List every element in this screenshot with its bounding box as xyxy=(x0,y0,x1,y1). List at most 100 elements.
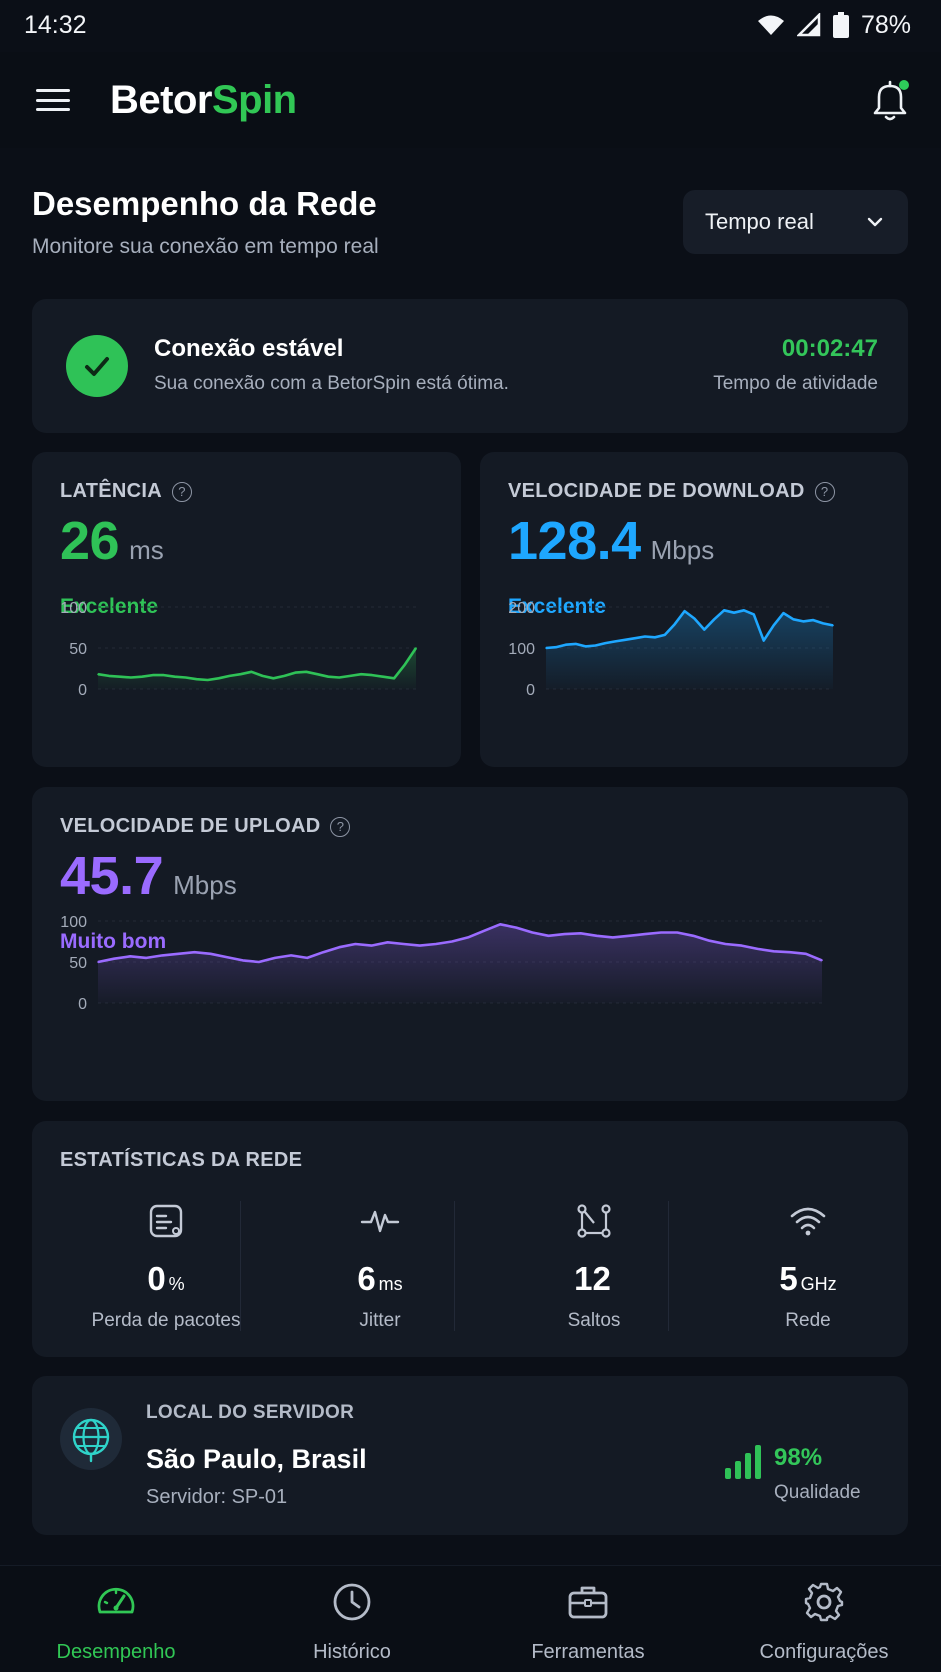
time-range-select[interactable]: Tempo real xyxy=(683,190,908,254)
chart-point xyxy=(402,943,405,945)
help-icon[interactable]: ? xyxy=(172,481,193,502)
connection-subtitle: Sua conexão com a BetorSpin está ótima. xyxy=(154,373,509,394)
chart-point xyxy=(676,931,678,934)
chart-series-line xyxy=(97,923,823,964)
nav-item-performance[interactable]: Desempenho xyxy=(6,1580,226,1664)
chart-point xyxy=(644,635,646,638)
chevron-down-icon xyxy=(867,217,883,227)
chart-point xyxy=(217,677,220,680)
chart-point xyxy=(393,677,395,680)
upload-value: 45.7 Mbps xyxy=(60,845,237,907)
chart-point xyxy=(545,647,547,649)
chart-point xyxy=(772,624,775,627)
chart-point xyxy=(382,675,384,678)
app-bar: BetorSpin xyxy=(0,52,941,148)
chart-point xyxy=(349,675,352,677)
chart-point xyxy=(306,957,308,959)
upload-number: 45.7 xyxy=(60,846,164,906)
uptime-value: 00:02:47 xyxy=(781,335,878,362)
chart-point xyxy=(316,673,319,676)
chart-point xyxy=(740,944,743,947)
signal-icon xyxy=(796,13,821,37)
chart-point xyxy=(173,675,176,678)
chart-point xyxy=(294,671,297,674)
stat-number: 6 xyxy=(357,1260,376,1297)
download-label: VELOCIDADE DE DOWNLOAD ? xyxy=(508,480,835,503)
chart-point xyxy=(805,953,807,955)
nav-item-tools[interactable]: Ferramentas xyxy=(478,1580,698,1664)
chart-point xyxy=(327,675,330,678)
chart-point xyxy=(195,678,198,680)
chart-point xyxy=(209,953,212,955)
chart-point xyxy=(531,931,534,934)
chart-point xyxy=(184,676,187,679)
chart-point xyxy=(579,932,582,935)
chart-point xyxy=(614,640,617,643)
quality-value: 98% xyxy=(774,1444,823,1471)
chart-point xyxy=(604,642,607,644)
upload-unit: Mbps xyxy=(173,870,237,900)
upload-label-text: VELOCIDADE DE UPLOAD xyxy=(60,815,321,837)
stat-jitter: 6 ms Jitter xyxy=(280,1201,480,1341)
menu-icon[interactable] xyxy=(34,85,72,115)
chart-point xyxy=(713,618,716,621)
chart-point xyxy=(354,943,357,945)
connection-title: Conexão estável xyxy=(154,335,344,362)
chart-point xyxy=(360,673,362,676)
chart-point xyxy=(404,663,406,666)
nav-label: Ferramentas xyxy=(531,1641,645,1663)
uptime-label: Tempo de atividade xyxy=(713,373,878,394)
stat-value: 12 xyxy=(494,1260,694,1298)
bell-icon xyxy=(873,80,907,121)
stat-network: 5 GHz Rede xyxy=(708,1201,908,1341)
latency-number: 26 xyxy=(60,511,120,571)
upload-label: VELOCIDADE DE UPLOAD ? xyxy=(60,815,351,838)
chart-point xyxy=(555,646,557,648)
chart-point xyxy=(832,624,834,627)
chart-point xyxy=(822,622,824,625)
chart-point xyxy=(724,943,727,945)
download-chart: 200 100 0 xyxy=(508,600,834,699)
latency-unit: ms xyxy=(129,535,164,565)
server-location-card[interactable]: LOCAL DO SERVIDOR São Paulo, Brasil Serv… xyxy=(32,1376,908,1535)
bottom-navigation: Desempenho Histórico Ferramentas Configu… xyxy=(0,1565,941,1672)
divider xyxy=(668,1201,669,1331)
chart-point xyxy=(113,957,115,960)
chart-point xyxy=(193,951,196,953)
notifications-button[interactable] xyxy=(869,78,911,122)
chart-point xyxy=(225,956,228,958)
chart-point xyxy=(371,674,373,676)
stat-unit: ms xyxy=(378,1274,403,1294)
chart-point xyxy=(483,930,485,932)
chart-series-line xyxy=(545,609,834,650)
help-icon[interactable]: ? xyxy=(330,816,351,837)
page-title: Desempenho da Rede xyxy=(32,185,377,222)
chart-point xyxy=(563,933,566,935)
page-header: Desempenho da Rede Monitore sua conexão … xyxy=(32,185,379,259)
chart-point xyxy=(693,617,696,620)
chart-point xyxy=(250,670,253,673)
stat-value: 6 ms xyxy=(280,1260,480,1298)
nav-item-settings[interactable]: Configurações xyxy=(714,1580,934,1664)
stats-title: ESTATÍSTICAS DA REDE xyxy=(60,1149,303,1171)
upload-card: VELOCIDADE DE UPLOAD ? 45.7 Mbps Muito bo… xyxy=(32,787,908,1101)
chart-point xyxy=(415,647,417,649)
chart-tick-label: 0 xyxy=(526,682,535,699)
chart-point xyxy=(703,628,706,631)
chart-point xyxy=(547,934,550,937)
chart-point xyxy=(821,959,823,962)
chart-point xyxy=(119,675,121,678)
chart-point xyxy=(145,957,148,959)
stat-number: 5 xyxy=(779,1260,798,1297)
wifi-icon xyxy=(790,1207,826,1236)
chart-point xyxy=(141,675,143,678)
nav-item-history[interactable]: Histórico xyxy=(242,1580,462,1664)
brand-part-2: Spin xyxy=(211,77,297,122)
chart-point xyxy=(654,636,656,639)
chart-point xyxy=(772,950,775,953)
chart-point xyxy=(574,643,577,645)
chart-tick-label: 50 xyxy=(69,955,87,972)
help-icon[interactable]: ? xyxy=(814,481,835,502)
divider xyxy=(454,1201,455,1331)
chart-point xyxy=(743,609,745,612)
